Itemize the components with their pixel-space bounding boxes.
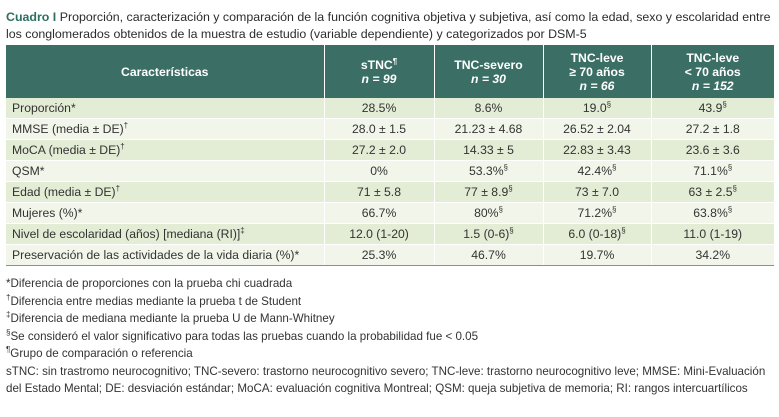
row-label: Edad (media ± DE)† [6, 182, 324, 203]
table-cell: 11.0 (1-19) [651, 224, 774, 245]
table-cell: 1.5 (0-6)§ [434, 224, 543, 245]
table-cell: 34.2% [651, 245, 774, 266]
table-row: QSM* 0% 53.3%§ 42.4%§ 71.1%§ [6, 161, 774, 182]
table-cell: 43.9§ [651, 98, 774, 119]
row-label: Proporción* [6, 98, 324, 119]
footnote: ¶Grupo de comparación o referencia [6, 345, 776, 363]
table-row: Mujeres (%)* 66.7% 80%§ 71.2%§ 63.8%§ [6, 203, 774, 224]
table-cell: 80%§ [434, 203, 543, 224]
table-cell: 71 ± 5.8 [324, 182, 434, 203]
table-header: Características sTNC¶ n = 99 TNC-severo … [6, 45, 774, 98]
table-cell: 26.52 ± 2.04 [543, 119, 651, 140]
table-cell: 63 ± 2.5§ [651, 182, 774, 203]
table-caption: Cuadro I Proporción, caracterización y c… [6, 9, 776, 43]
table-cell: 27.2 ± 2.0 [324, 140, 434, 161]
table-cell: 71.1%§ [651, 161, 774, 182]
header-tnc-leve-under-70: TNC-leve < 70 años n = 152 [651, 45, 774, 98]
caption-label: Cuadro I [6, 10, 56, 24]
table-cell: 27.2 ± 1.8 [651, 119, 774, 140]
table-cell: 19.7% [543, 245, 651, 266]
table-row: Edad (media ± DE)† 71 ± 5.8 77 ± 8.9§ 73 ± … [6, 182, 774, 203]
caption-text: Proporción, caracterización y comparació… [6, 10, 771, 41]
footnote: †Diferencia entre medias mediante la pru… [6, 293, 776, 311]
table-cell: 46.7% [434, 245, 543, 266]
table-cell: 21.23 ± 4.68 [434, 119, 543, 140]
table-cell: 42.4%§ [543, 161, 651, 182]
table-cell: 63.8%§ [651, 203, 774, 224]
row-label: MMSE (media ± DE)† [6, 119, 324, 140]
table-row: MMSE (media ± DE)† 28.0 ± 1.5 21.23 ± 4.68… [6, 119, 774, 140]
table-cell: 28.5% [324, 98, 434, 119]
table-cell: 6.0 (0-18)§ [543, 224, 651, 245]
table-row: Proporción* 28.5% 8.6% 19.0§ 43.9§ [6, 98, 774, 119]
header-tnc-severo: TNC-severo n = 30 [434, 45, 543, 98]
table-cell: 23.6 ± 3.6 [651, 140, 774, 161]
row-label: Nivel de escolaridad (años) [mediana (RI… [6, 224, 324, 245]
table-cell: 28.0 ± 1.5 [324, 119, 434, 140]
row-label: QSM* [6, 161, 324, 182]
table-cell: 73 ± 7.0 [543, 182, 651, 203]
table-cell: 66.7% [324, 203, 434, 224]
header-stnc: sTNC¶ n = 99 [324, 45, 434, 98]
table-cell: 22.83 ± 3.43 [543, 140, 651, 161]
footnote: §Se consideró el valor significativo par… [6, 328, 776, 346]
table-row: MoCA (media ± DE)† 27.2 ± 2.0 14.33 ± 5 22.… [6, 140, 774, 161]
table-cell: 25.3% [324, 245, 434, 266]
table-cell: 14.33 ± 5 [434, 140, 543, 161]
row-label: Preservación de las actividades de la vi… [6, 245, 324, 266]
table-cell: 19.0§ [543, 98, 651, 119]
footnote: sTNC: sin trastromo neurocognitivo; TNC-… [6, 363, 776, 398]
table-body: Proporción* 28.5% 8.6% 19.0§ 43.9§ MMSE (medi… [6, 98, 774, 266]
table-cell: 12.0 (1-20) [324, 224, 434, 245]
row-label: MoCA (media ± DE)† [6, 140, 324, 161]
table-row: Preservación de las actividades de la vi… [6, 245, 774, 266]
header-tnc-leve-70-plus: TNC-leve ≥ 70 años n = 66 [543, 45, 651, 98]
footnote: *Diferencia de proporciones con la prueb… [6, 275, 776, 293]
table-cell: 77 ± 8.9§ [434, 182, 543, 203]
footnote: ‡Diferencia de mediana mediante la prueb… [6, 310, 776, 328]
table-cell: 53.3%§ [434, 161, 543, 182]
header-characteristics: Características [6, 45, 324, 98]
table-cell: 8.6% [434, 98, 543, 119]
row-label: Mujeres (%)* [6, 203, 324, 224]
table-row: Nivel de escolaridad (años) [mediana (RI… [6, 224, 774, 245]
table-cell: 71.2%§ [543, 203, 651, 224]
results-table: Características sTNC¶ n = 99 TNC-severo … [6, 45, 774, 266]
table-cell: 0% [324, 161, 434, 182]
table-footnotes: *Diferencia de proporciones con la prueb… [6, 275, 776, 398]
